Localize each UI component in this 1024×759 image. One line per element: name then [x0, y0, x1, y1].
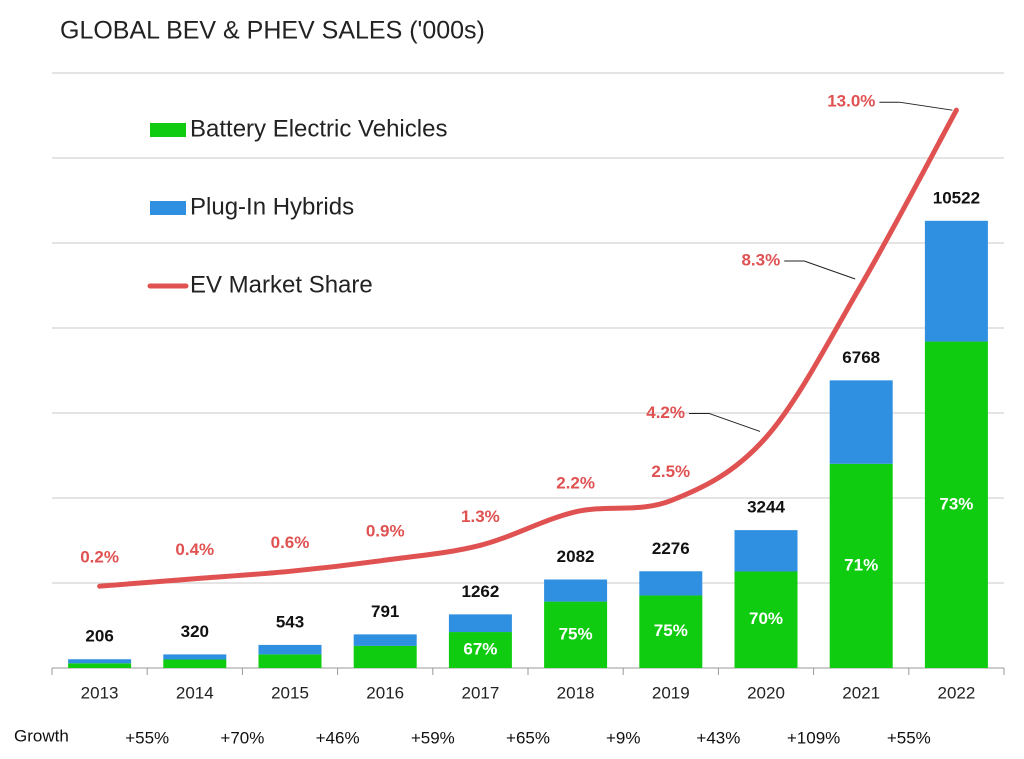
bar-segment — [163, 654, 227, 660]
growth-value: +55% — [125, 728, 169, 747]
total-label: 1262 — [461, 582, 499, 601]
leader-line — [804, 260, 856, 280]
share-label: 67% — [463, 640, 497, 659]
leader-line — [899, 101, 953, 111]
growth-value: +70% — [220, 728, 264, 747]
share-label: 75% — [559, 624, 593, 643]
bar-segment — [353, 645, 417, 668]
bar-segment — [448, 614, 512, 633]
leader-line — [708, 412, 761, 432]
bar-segment — [829, 380, 893, 464]
growth-value: +43% — [696, 728, 740, 747]
bar-segment — [924, 341, 988, 668]
x-tick-label: 2014 — [176, 683, 214, 702]
bar-segment — [68, 659, 132, 664]
bar-segment — [734, 571, 798, 668]
bar-segment — [924, 220, 988, 342]
share-value-label: 0.6% — [271, 533, 310, 552]
share-value-label: 0.2% — [80, 548, 119, 567]
bar-segment — [68, 663, 132, 668]
total-label: 791 — [371, 602, 399, 621]
share-value-label: 4.2% — [646, 403, 685, 422]
growth-value: +65% — [506, 728, 550, 747]
growth-value: +9% — [606, 728, 641, 747]
bar-segment — [258, 654, 322, 668]
bar-segment — [829, 463, 893, 668]
legend-label: Plug-In Hybrids — [190, 193, 354, 220]
total-label: 2276 — [652, 539, 690, 558]
legend-swatch — [150, 201, 186, 215]
growth-value: +55% — [887, 728, 931, 747]
total-label: 2082 — [557, 547, 595, 566]
total-label: 3244 — [747, 498, 785, 517]
total-label: 543 — [276, 612, 304, 631]
legend-label: EV Market Share — [190, 271, 373, 298]
bar-segment — [544, 601, 608, 668]
share-value-label: 2.2% — [556, 473, 595, 492]
share-label: 73% — [939, 494, 973, 513]
bar-segment — [544, 579, 608, 602]
bar-segment — [639, 595, 703, 668]
x-tick-label: 2016 — [366, 683, 404, 702]
x-tick-label: 2019 — [652, 683, 690, 702]
bar-segment — [353, 634, 417, 646]
legend-label: Battery Electric Vehicles — [190, 115, 447, 142]
x-tick-label: 2021 — [842, 683, 880, 702]
share-value-label: 8.3% — [741, 250, 780, 269]
x-tick-label: 2022 — [937, 683, 975, 702]
share-value-label: 2.5% — [651, 462, 690, 481]
bar-segment — [448, 632, 512, 668]
share-value-label: 13.0% — [827, 92, 875, 111]
growth-value: +59% — [411, 728, 455, 747]
x-tick-label: 2018 — [557, 683, 595, 702]
x-tick-label: 2013 — [81, 683, 119, 702]
growth-value: +46% — [316, 728, 360, 747]
x-tick-label: 2015 — [271, 683, 309, 702]
bar-segment — [734, 530, 798, 572]
share-value-label: 1.3% — [461, 507, 500, 526]
total-label: 206 — [85, 627, 113, 646]
growth-value: +109% — [787, 728, 840, 747]
total-label: 10522 — [933, 188, 980, 207]
share-value-label: 0.4% — [175, 540, 214, 559]
growth-label: Growth — [14, 726, 69, 745]
chart-title: GLOBAL BEV & PHEV SALES ('000s) — [60, 17, 485, 45]
legend-swatch — [150, 123, 186, 137]
bar-segment — [163, 659, 227, 668]
total-label: 6768 — [842, 348, 880, 367]
share-value-label: 0.9% — [366, 522, 405, 541]
x-tick-label: 2017 — [461, 683, 499, 702]
x-tick-label: 2020 — [747, 683, 785, 702]
bar-segment — [258, 644, 322, 655]
share-label: 71% — [844, 555, 878, 574]
share-label: 75% — [654, 621, 688, 640]
share-label: 70% — [749, 609, 783, 628]
bar-segment — [639, 571, 703, 596]
total-label: 320 — [181, 622, 209, 641]
share-line — [97, 107, 959, 589]
